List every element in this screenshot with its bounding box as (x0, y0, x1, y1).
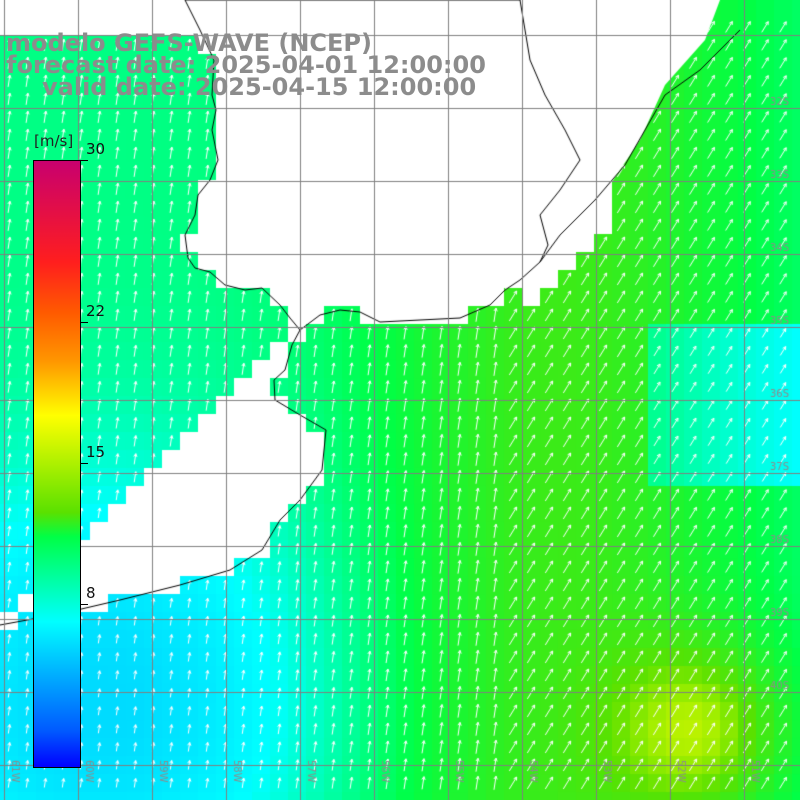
colorbar (33, 160, 81, 768)
colorbar-tickmark (80, 604, 88, 606)
colorbar-tickmark (80, 321, 88, 323)
colorbar-tickmark (80, 160, 88, 161)
colorbar-unit: [m/s] (34, 132, 74, 150)
colorbar-tick-label: 22 (86, 301, 106, 320)
colorbar-tick-label: 8 (86, 584, 96, 603)
model-title: modelo GEFS-WAVE (NCEP) (6, 29, 372, 57)
colorbar-tick-label: 30 (86, 140, 106, 158)
colorbar-tick-label: 15 (86, 443, 106, 461)
colorbar-tickmark (80, 463, 88, 464)
forecast-date: forecast date: 2025-04-01 12:00:00 (6, 51, 486, 79)
valid-date: valid date: 2025-04-15 12:00:00 (42, 73, 477, 101)
